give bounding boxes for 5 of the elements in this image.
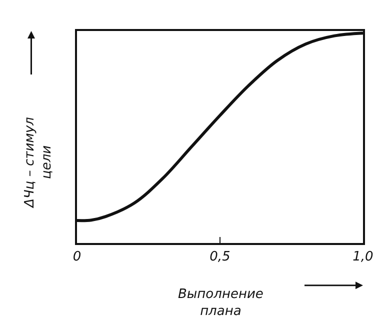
- y-axis-title: ΔЧц – стимул цели: [22, 117, 54, 208]
- x-tick-label: 1,0: [352, 250, 374, 265]
- x-tick-label: 0,5: [210, 250, 230, 265]
- x-tick-label: 0: [72, 250, 82, 265]
- x-axis-title: Выполнение плана: [178, 287, 264, 319]
